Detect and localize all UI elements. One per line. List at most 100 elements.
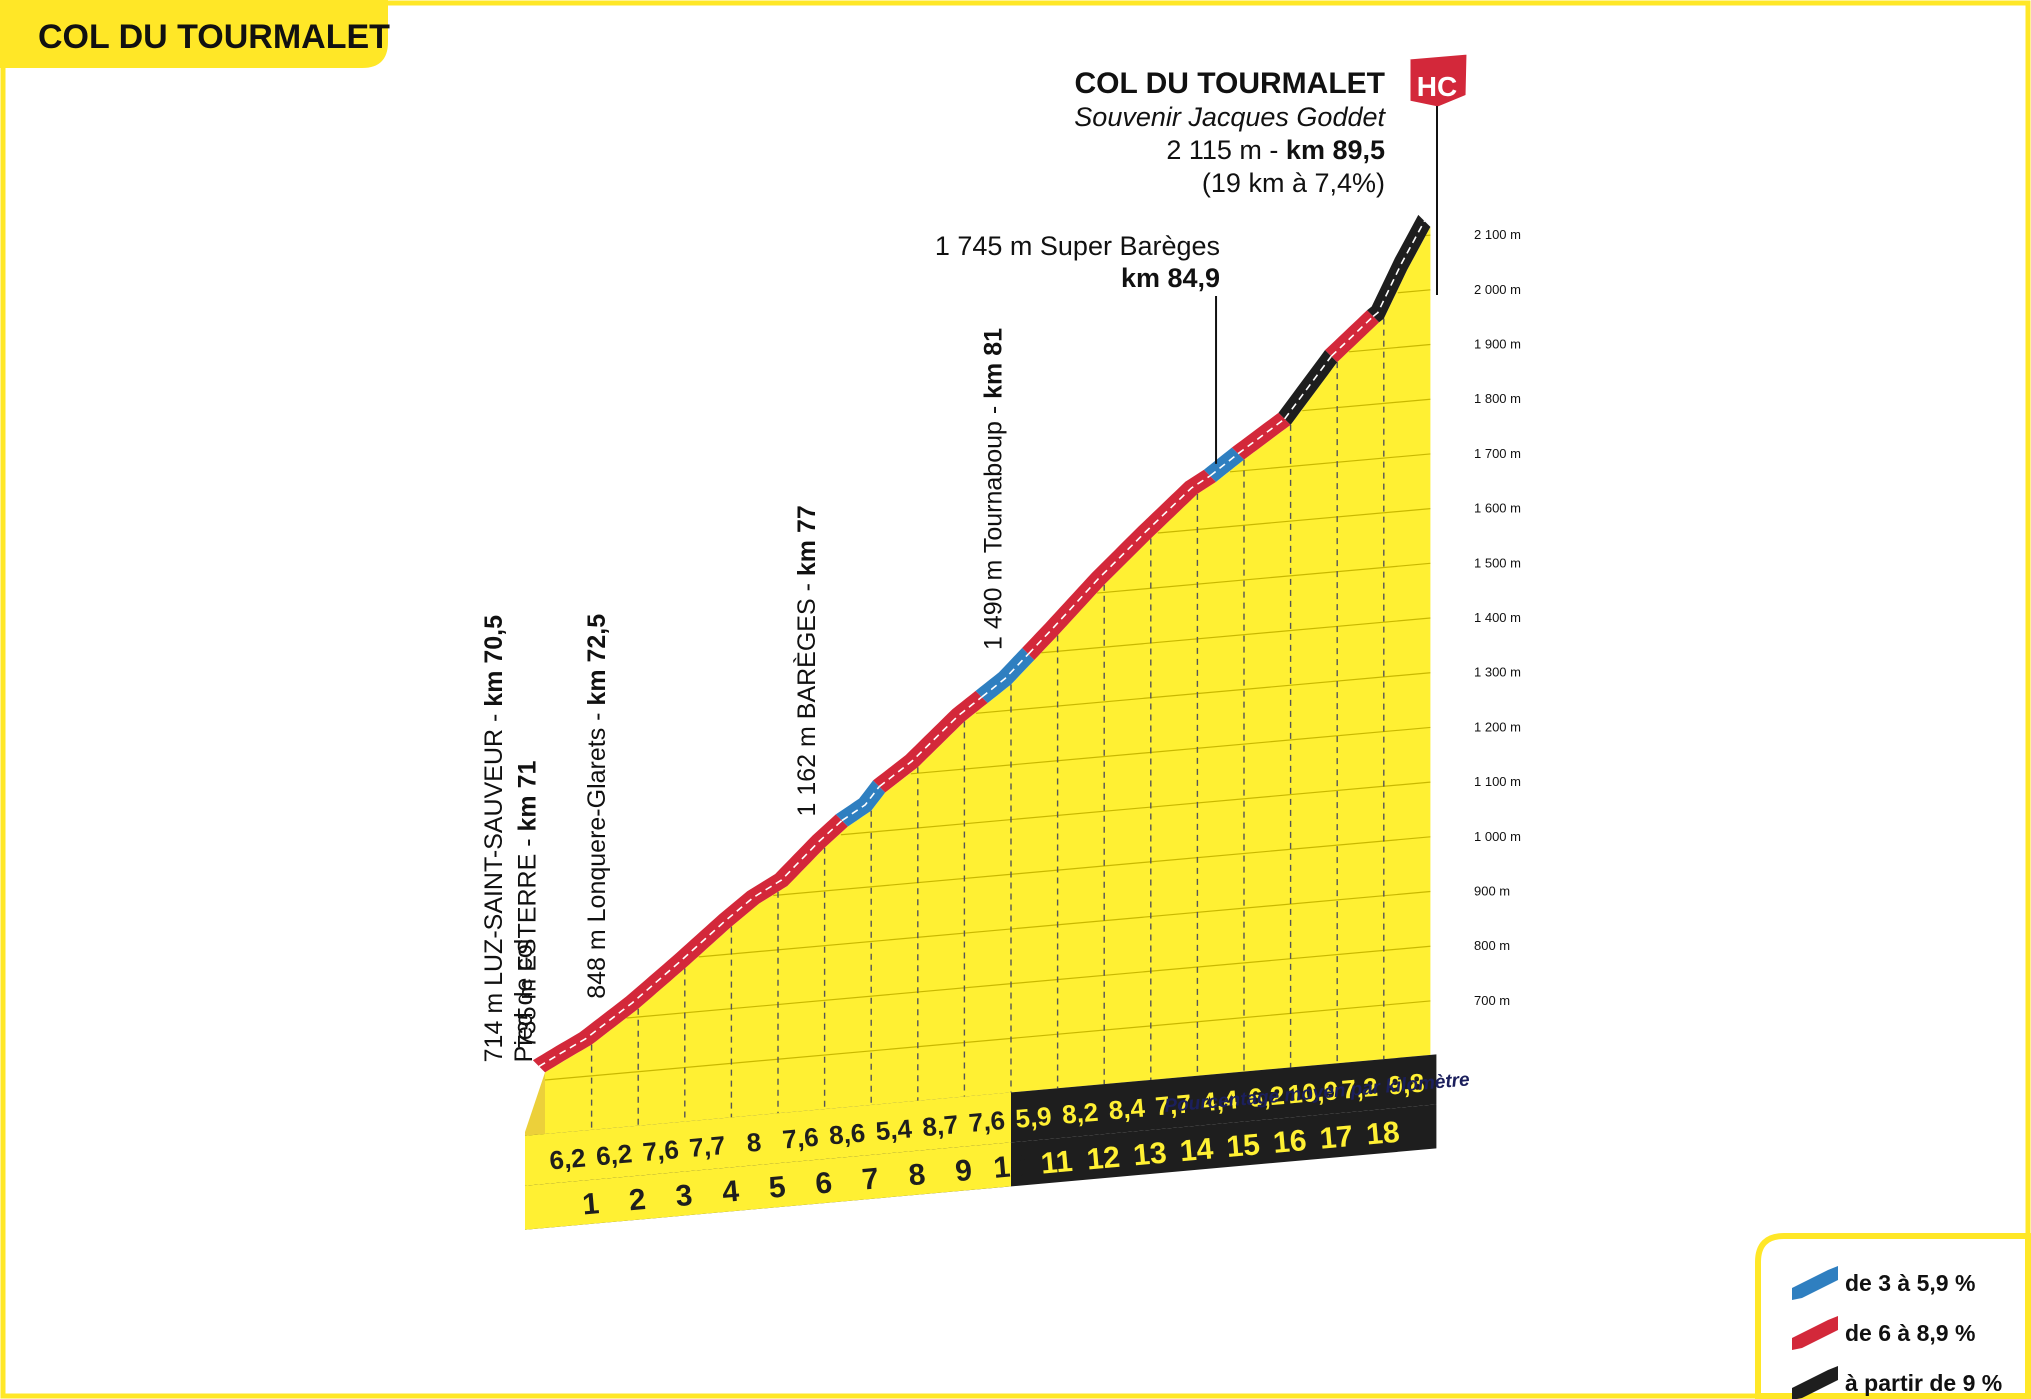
y-tick-label: 1 000 m	[1474, 829, 1521, 844]
altitude-gridline	[544, 1000, 1431, 1081]
percent-label: 6,2	[595, 1138, 634, 1171]
km-label: 3	[674, 1179, 694, 1213]
y-tick-label: 900 m	[1474, 884, 1510, 899]
percent-label: 5,9	[1014, 1101, 1053, 1134]
summit-subtitle: Souvenir Jacques Goddet	[1074, 102, 1386, 132]
altitude-gridline	[1157, 508, 1431, 534]
altitude-gridline	[975, 672, 1431, 714]
waypoint-label: 1 162 m BARÈGES - km 77	[792, 505, 821, 816]
percent-label: 8,4	[1107, 1092, 1146, 1125]
percent-label: 9,8	[1387, 1068, 1426, 1101]
km-label: 4	[721, 1175, 741, 1209]
y-tick-label: 1 300 m	[1474, 665, 1521, 680]
legend-items: de 3 à 5,9 % de 6 à 8,9 % à partir de 9 %	[1792, 1266, 2002, 1399]
road-centre-line	[1372, 220, 1426, 317]
waypoint-label: 1 490 m Tournaboup - km 81	[979, 328, 1007, 650]
percent-label: 6,2	[1247, 1080, 1286, 1113]
km-label: 9	[954, 1154, 974, 1188]
percent-label: 8,7	[921, 1109, 960, 1142]
summit-info: COL DU TOURMALET Souvenir Jacques Goddet…	[1074, 51, 1470, 295]
road-centre-line	[878, 696, 983, 788]
grid-lines	[544, 234, 1431, 1130]
summit-km-text: km 89,5	[1286, 135, 1385, 165]
y-tick-label: 1 800 m	[1474, 391, 1521, 406]
waypoint-text: 848 m Lonquere-Glarets -	[583, 706, 611, 999]
percent-label: 7,2	[1340, 1072, 1379, 1105]
altitude-gridline	[698, 890, 1431, 958]
waypoint-text: 714 m LUZ-SAINT-SAUVEUR -	[480, 707, 508, 1063]
km-label: 18	[1365, 1116, 1401, 1152]
km-label: 2	[628, 1183, 648, 1217]
legend-swatch	[1792, 1366, 1838, 1399]
profile-end-face	[525, 1072, 545, 1142]
road-segment-blue	[835, 780, 886, 827]
header-tab	[0, 0, 388, 68]
altitude-gridline	[1302, 398, 1431, 412]
legend: de 3 à 5,9 % de 6 à 8,9 % à partir de 9 %	[1755, 1233, 2031, 1399]
summit-altitude: 2 115 m - km 89,5	[1166, 135, 1385, 165]
km-label: 7	[861, 1162, 881, 1196]
altitude-gridline	[773, 836, 1431, 897]
road-segment-red	[873, 690, 988, 793]
km-label: 12	[1085, 1141, 1121, 1177]
km-label: 15	[1225, 1128, 1261, 1164]
y-axis-ticks: 700 m 800 m 900 m 1 000 m 1 100 m 1 200 m 1 30…	[1474, 227, 1521, 1008]
road-centre-line	[1330, 315, 1374, 357]
y-tick-label: 700 m	[1474, 993, 1510, 1008]
super-bareges-label: 1 745 m Super Barèges km 84,9	[935, 231, 1220, 464]
profile-body	[525, 226, 1431, 1142]
y-tick-label: 1 900 m	[1474, 337, 1521, 352]
road-centre-line	[841, 786, 880, 822]
y-tick-label: 800 m	[1474, 938, 1510, 953]
km-label: 8	[907, 1158, 927, 1192]
road-segment-blue	[975, 647, 1035, 703]
km-label: 6	[814, 1166, 834, 1200]
percent-label: 6,2	[548, 1142, 587, 1175]
km-label: 11	[1040, 1145, 1074, 1181]
percent-label: 5,4	[874, 1113, 913, 1146]
super-bareges-text: 1 745 m Super Barèges	[935, 231, 1220, 261]
waypoint-km: km 70,5	[480, 615, 508, 707]
y-tick-label: 1 600 m	[1474, 501, 1521, 516]
legend-label: de 6 à 8,9 %	[1845, 1320, 1975, 1346]
road-segment-red	[1022, 469, 1217, 660]
waypoint-km: km 77	[793, 505, 821, 576]
percent-label: 7,7	[688, 1130, 727, 1163]
percent-label: 7,6	[968, 1105, 1007, 1138]
summit-climb-stats: (19 km à 7,4%)	[1202, 168, 1385, 198]
summit-alt-text: 2 115 m -	[1166, 135, 1286, 165]
summit-name: COL DU TOURMALET	[1074, 67, 1385, 100]
legend-label: à partir de 9 %	[1845, 1370, 2002, 1396]
waypoint-text: 735 m ESTERRE -	[513, 831, 541, 1048]
super-bareges-km: km 84,9	[1121, 263, 1220, 293]
altitude-gridline	[1397, 289, 1431, 294]
road-centre-line	[1284, 355, 1332, 420]
km-label: 16	[1272, 1124, 1308, 1160]
percent-label: 8,2	[1061, 1097, 1100, 1130]
road-centre-line	[981, 653, 1029, 698]
altitude-gridline	[910, 726, 1431, 775]
altitude-gridline	[840, 781, 1431, 836]
km-label: 5	[767, 1171, 787, 1205]
road-centre-line	[1237, 418, 1286, 455]
km-strip-yellow	[525, 1142, 1011, 1230]
percent-label: 8	[745, 1127, 762, 1158]
percent-label: 4,4	[1201, 1084, 1240, 1117]
y-tick-label: 1 100 m	[1474, 774, 1521, 789]
road-band	[532, 214, 1431, 1073]
road-segment-red	[532, 814, 848, 1073]
base-block: 6,2 6,2 7,6 7,7 8 7,6 8,6 5,4 8,7 7,6 5,9 8,2 8,4 7,7…	[525, 1054, 1437, 1230]
waypoint-text: 1 162 m BARÈGES -	[792, 576, 821, 816]
km-label: 1	[581, 1187, 601, 1221]
altitude-gridline	[1348, 343, 1431, 353]
y-tick-label: 1 200 m	[1474, 719, 1521, 734]
percent-label: 7,7	[1154, 1088, 1193, 1121]
waypoint-km: km 71	[513, 761, 541, 832]
waypoint-sublabel: Pied de col	[510, 939, 538, 1063]
percent-label: 7,6	[641, 1134, 680, 1167]
profile-area	[545, 226, 1431, 1135]
percent-label: 8,6	[828, 1117, 867, 1150]
waypoint-label: 714 m LUZ-SAINT-SAUVEUR - km 70,5	[480, 615, 508, 1062]
percent-label: 10,9	[1287, 1075, 1340, 1109]
